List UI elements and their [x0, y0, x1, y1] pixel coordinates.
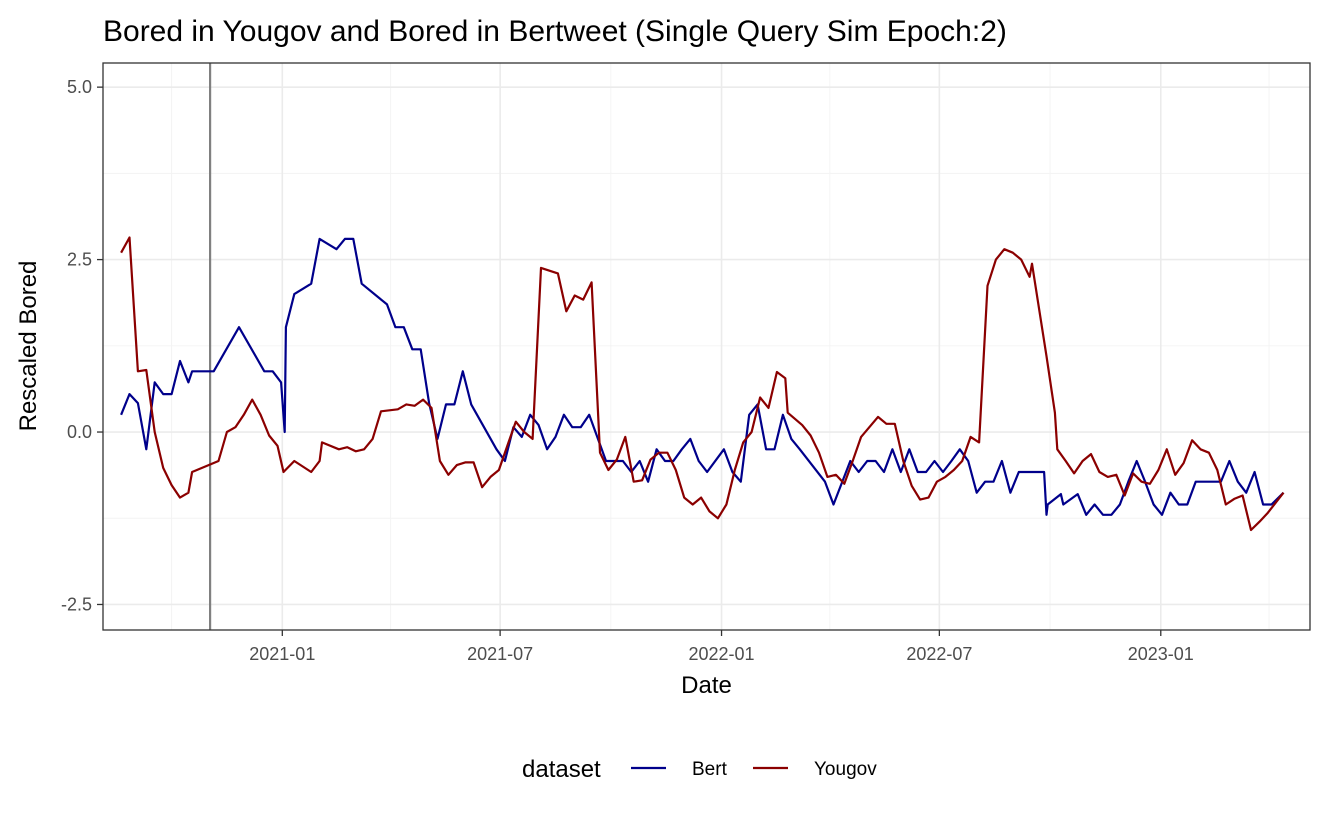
- y-axis-title: Rescaled Bored: [15, 261, 42, 432]
- minor-gridlines-x: [171, 63, 1270, 630]
- y-axis: -2.5 0.0 2.5 5.0: [61, 77, 103, 614]
- major-gridlines-x: [281, 63, 1162, 630]
- legend-label-yougov: Yougov: [814, 759, 877, 780]
- legend-label-bert: Bert: [692, 759, 728, 780]
- x-tick-label: 2021-01: [249, 644, 315, 664]
- y-tick-label: -2.5: [61, 594, 92, 614]
- plot-background: [103, 63, 1310, 630]
- x-tick-label: 2022-01: [689, 644, 755, 664]
- x-tick-label: 2022-07: [906, 644, 972, 664]
- series-line-yougov: [120, 236, 1285, 532]
- plot-panel: [102, 62, 1311, 631]
- minor-gridlines-y: [103, 172, 1310, 519]
- x-tick-label: 2023-01: [1128, 644, 1194, 664]
- x-axis-title: Date: [681, 672, 732, 699]
- legend-title: dataset: [522, 756, 601, 783]
- plot-border: [102, 62, 1311, 631]
- y-tick-label: 0.0: [67, 422, 92, 442]
- x-axis: 2021-01 2021-07 2022-01 2022-07 2023-01: [249, 630, 1194, 664]
- series-line-bert: [120, 237, 1285, 516]
- legend: dataset Bert Yougov: [522, 756, 877, 783]
- y-tick-label: 5.0: [67, 77, 92, 97]
- chart-title: Bored in Yougov and Bored in Bertweet (S…: [103, 15, 1007, 48]
- x-tick-label: 2021-07: [467, 644, 533, 664]
- major-gridlines-y: [103, 86, 1310, 606]
- y-tick-label: 2.5: [67, 250, 92, 270]
- legend-items: Bert Yougov: [631, 759, 877, 780]
- series-lines: [120, 236, 1285, 532]
